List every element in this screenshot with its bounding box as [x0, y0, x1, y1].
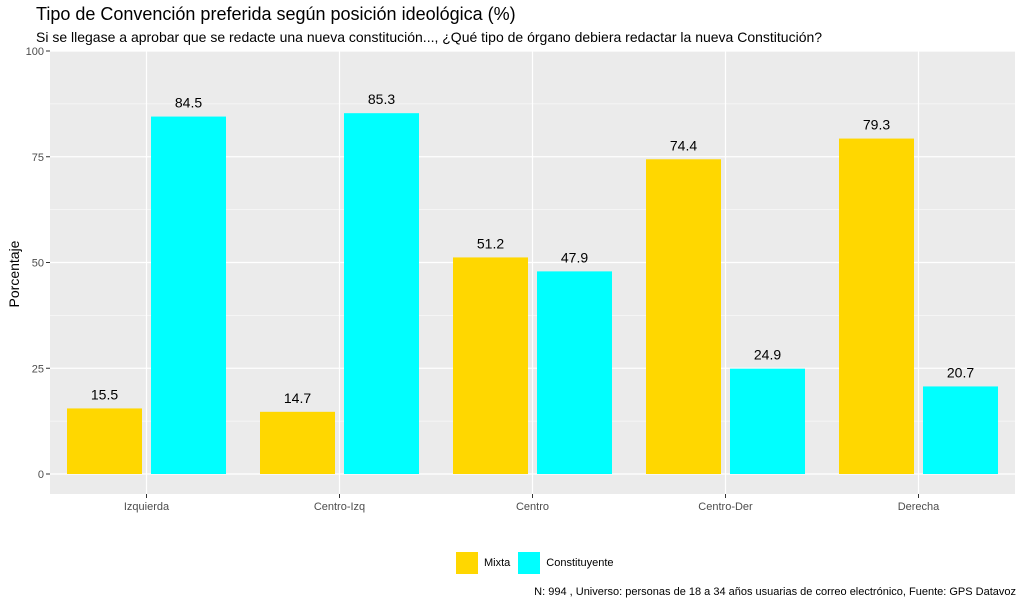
data-label-constituyente-izquierda: 84.5 — [175, 95, 202, 111]
bar-mixta-centro — [453, 257, 528, 474]
data-label-constituyente-centro-der: 24.9 — [754, 347, 781, 363]
bar-constituyente-centro-der — [730, 368, 805, 474]
data-label-constituyente-centro: 47.9 — [561, 249, 588, 265]
bar-mixta-centro-der — [646, 159, 721, 474]
bar-mixta-derecha — [839, 138, 914, 474]
x-tick-label-derecha: Derecha — [898, 501, 940, 513]
data-label-mixta-centro-izq: 14.7 — [284, 390, 311, 406]
data-label-mixta-centro-der: 74.4 — [670, 137, 697, 153]
legend-item-mixta: Mixta — [456, 552, 510, 574]
legend-label-mixta: Mixta — [484, 557, 511, 569]
legend-swatch-constituyente — [518, 552, 541, 574]
y-tick-label: 75 — [32, 152, 44, 164]
y-tick-label: 100 — [26, 46, 44, 58]
bar-constituyente-derecha — [923, 386, 998, 474]
y-axis: 0 25 50 75 100 — [26, 46, 50, 481]
x-tick-label-centro-izq: Centro-Izq — [314, 501, 365, 513]
bar-mixta-centro-izq — [260, 411, 335, 474]
x-tick-label-izquierda: Izquierda — [124, 501, 170, 513]
data-label-mixta-centro: 51.2 — [477, 235, 504, 251]
bar-constituyente-centro — [537, 271, 612, 474]
bar-constituyente-izquierda — [151, 116, 226, 474]
legend-item-constituyente: Constituyente — [518, 552, 614, 574]
legend: Mixta Constituyente — [456, 551, 622, 575]
x-tick-label-centro: Centro — [516, 501, 549, 513]
bar-data-labels: 15.5 14.7 51.2 74.4 79.3 84.5 85.3 47.9 24.9 20.7 — [91, 91, 974, 406]
legend-label-constituyente: Constituyente — [546, 557, 614, 569]
data-label-constituyente-derecha: 20.7 — [947, 364, 974, 380]
data-label-constituyente-centro-izq: 85.3 — [368, 91, 395, 107]
x-tick-label-centro-der: Centro-Der — [698, 501, 753, 513]
bars — [67, 113, 998, 474]
chart-caption: N: 994 , Universo: personas de 18 a 34 a… — [534, 586, 1016, 598]
data-label-mixta-izquierda: 15.5 — [91, 386, 118, 402]
y-tick-label: 50 — [32, 258, 44, 270]
y-tick-label: 25 — [32, 363, 44, 375]
data-label-mixta-derecha: 79.3 — [863, 117, 890, 133]
chart-title: Tipo de Convención preferida según posic… — [36, 4, 516, 24]
bar-mixta-izquierda — [67, 408, 142, 474]
bar-constituyente-centro-izq — [344, 113, 419, 474]
chart-subtitle: Si se llegase a aprobar que se redacte u… — [36, 29, 823, 45]
x-axis: Izquierda Centro-Izq Centro Centro-Der Derec… — [124, 494, 940, 513]
y-tick-label: 0 — [38, 469, 44, 481]
legend-swatch-mixta — [456, 552, 478, 574]
